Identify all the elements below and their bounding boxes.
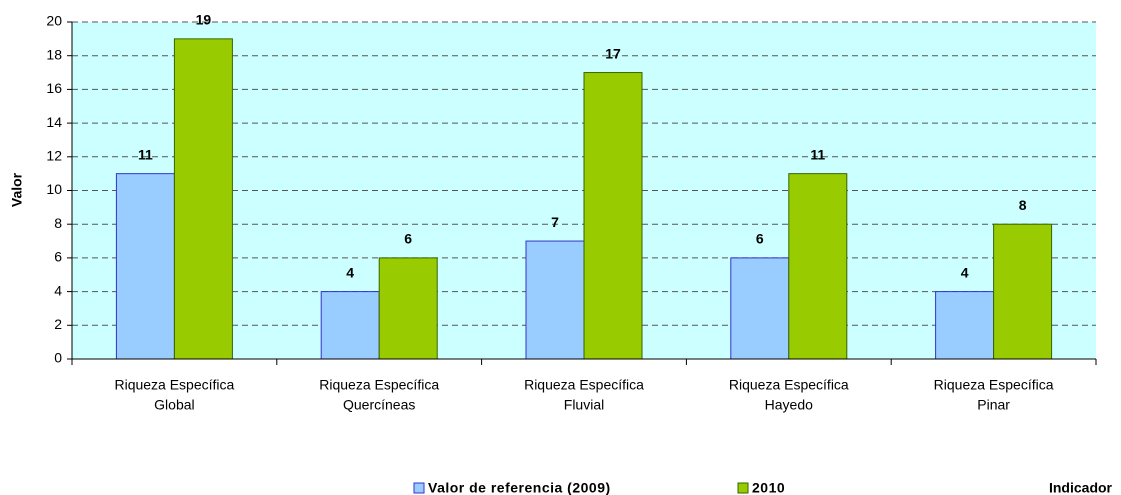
data-label: 8: [1019, 197, 1027, 213]
bar: [730, 257, 790, 360]
x-axis-label: Indicador: [1049, 480, 1113, 495]
x-tick-label: Riqueza Específica: [524, 377, 644, 393]
data-label: 11: [138, 146, 153, 162]
x-tick-label: Riqueza Específica: [114, 377, 234, 393]
bar: [788, 173, 848, 360]
bar: [993, 223, 1053, 360]
data-label: 4: [346, 264, 354, 280]
y-tick-label: 12: [46, 148, 62, 164]
y-tick-label: 6: [54, 249, 62, 265]
y-tick-label: 16: [46, 80, 62, 96]
y-tick-label: 20: [46, 13, 62, 29]
bar: [583, 72, 643, 360]
data-label: 6: [756, 231, 764, 247]
legend-label: 2010: [752, 480, 785, 495]
bar: [525, 240, 585, 360]
y-tick-label: 4: [54, 282, 62, 298]
bar: [320, 291, 380, 360]
x-tick-label: Fluvial: [564, 397, 604, 413]
bar: [378, 257, 438, 360]
x-tick-label: Riqueza Específica: [934, 377, 1054, 393]
y-tick-label: 10: [46, 181, 62, 197]
x-tick-label: Pinar: [977, 397, 1010, 413]
data-label: 11: [810, 146, 825, 162]
x-tick-label: Quercíneas: [343, 397, 415, 413]
y-tick-label: 0: [54, 350, 62, 366]
data-label: 17: [605, 45, 621, 61]
x-tick-label: Riqueza Específica: [729, 377, 849, 393]
data-label: 6: [404, 231, 412, 247]
legend-label: Valor de referencia (2009): [428, 480, 611, 495]
data-label: 7: [551, 214, 559, 230]
x-tick-label: Hayedo: [765, 397, 813, 413]
x-tick-label: Riqueza Específica: [319, 377, 439, 393]
y-axis-label: Valor: [9, 172, 25, 207]
x-tick-label: Global: [154, 397, 194, 413]
legend-swatch: [737, 482, 749, 494]
y-tick-label: 2: [54, 316, 62, 332]
data-label: 19: [196, 12, 212, 28]
y-tick-label: 14: [46, 114, 62, 130]
data-label: 4: [961, 264, 969, 280]
y-tick-label: 18: [46, 46, 62, 62]
bar: [935, 291, 995, 360]
legend-swatch: [413, 482, 425, 494]
bar: [173, 38, 233, 360]
bar: [115, 173, 175, 360]
y-tick-label: 8: [54, 215, 62, 231]
